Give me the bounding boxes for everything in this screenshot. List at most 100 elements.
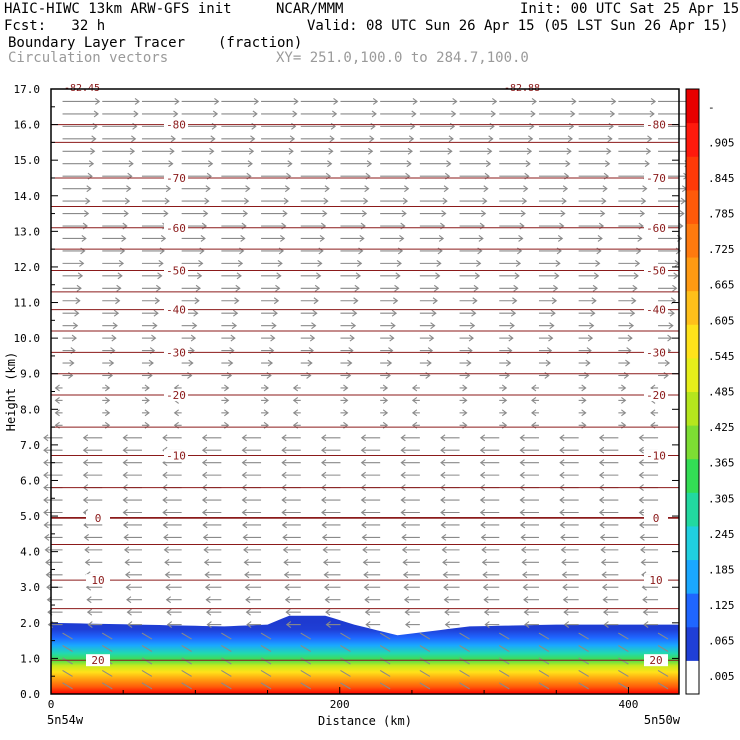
- contour-label: -60: [646, 222, 666, 235]
- contour-label: -10: [646, 450, 666, 463]
- circulation-vector-head: [680, 197, 686, 205]
- x-end-label-left: 5n54w: [47, 713, 84, 727]
- circulation-vector-head: [283, 571, 290, 579]
- circulation-vector-head: [523, 596, 529, 604]
- contour-label-bg: [164, 303, 188, 316]
- circulation-vector-head: [625, 359, 631, 367]
- circulation-vector-head: [482, 583, 489, 591]
- circulation-vector-head: [444, 621, 450, 629]
- circulation-vector-head: [411, 396, 418, 404]
- circulation-vector-head: [276, 272, 282, 280]
- circulation-vector-head: [317, 259, 323, 267]
- circulation-vector-head: [519, 446, 525, 454]
- circulation-vector-head: [601, 197, 607, 205]
- circulation-vector-head: [441, 210, 447, 217]
- circulation-vector-head: [192, 322, 198, 330]
- circulation-vector-head: [443, 596, 449, 604]
- circulation-vector-head: [234, 297, 240, 305]
- circulation-vector-head: [321, 471, 327, 479]
- contour-label: -40: [646, 304, 666, 317]
- colorbar-label: .425: [708, 421, 735, 434]
- circulation-vector-head: [468, 334, 474, 342]
- circulation-vector: [459, 632, 470, 640]
- circulation-vector-head: [639, 533, 645, 541]
- circulation-vector-head: [389, 334, 395, 342]
- circulation-vector-head: [360, 446, 366, 454]
- circulation-vector-head: [214, 98, 220, 105]
- plot-area: [51, 89, 679, 694]
- circulation-vector-head: [75, 297, 81, 305]
- contour-label-bg: [164, 346, 188, 359]
- circulation-vector-head: [43, 521, 49, 529]
- circulation-vector-head: [600, 546, 606, 554]
- circulation-vector-head: [637, 235, 643, 242]
- circulation-vector-head: [277, 259, 283, 267]
- circulation-vector-head: [232, 309, 239, 317]
- circulation-vector-head: [350, 322, 357, 330]
- circulation-vector-head: [479, 509, 486, 516]
- circulation-vector-head: [195, 284, 201, 292]
- circulation-vector-head: [43, 434, 49, 442]
- circulation-vector-head: [485, 160, 492, 168]
- circulation-vector-head: [244, 583, 250, 591]
- circulation-vector-head: [321, 509, 327, 516]
- circulation-vector-head: [122, 509, 128, 516]
- circulation-vector-head: [144, 384, 150, 392]
- circulation-vector-head: [598, 471, 605, 479]
- circulation-vector-head: [165, 185, 172, 193]
- circulation-vector-head: [510, 309, 517, 317]
- circulation-vector-head: [390, 322, 396, 330]
- circulation-vector-head: [82, 471, 89, 479]
- circulation-vector-head: [71, 334, 77, 342]
- circulation-vector-head: [650, 409, 656, 417]
- circulation-vector-head: [562, 596, 569, 604]
- circulation-vector-head: [519, 521, 526, 529]
- y-tick-label: 15.0: [14, 154, 41, 167]
- circulation-vector-head: [280, 235, 286, 242]
- circulation-vector-head: [281, 446, 287, 454]
- circulation-vector-head: [531, 396, 537, 404]
- colorbar-label: -: [708, 101, 715, 114]
- circulation-vector-head: [282, 546, 289, 554]
- circulation-vector-head: [129, 147, 136, 155]
- circulation-vector: [260, 632, 272, 640]
- circulation-vector-head: [561, 558, 567, 566]
- circulation-vector: [459, 645, 470, 652]
- circulation-vector-head: [128, 160, 134, 168]
- circulation-vector-head: [43, 496, 49, 504]
- colorbar-label: .245: [708, 528, 735, 541]
- circulation-vector-head: [593, 272, 600, 280]
- circulation-vector-head: [343, 384, 349, 392]
- contour-label: 20: [649, 654, 662, 667]
- circulation-vector: [379, 645, 391, 652]
- circulation-vector-head: [440, 446, 446, 454]
- circulation-vector-head: [408, 135, 415, 143]
- circulation-vector-head: [312, 309, 318, 317]
- circulation-vector-head: [224, 409, 230, 417]
- circulation-vector-head: [242, 210, 249, 217]
- circulation-vector-head: [400, 521, 407, 529]
- circulation-vector: [101, 645, 113, 652]
- circulation-vector-head: [243, 558, 249, 566]
- circulation-vector-head: [194, 297, 200, 305]
- circulation-vector-head: [212, 110, 219, 118]
- circulation-vector-head: [394, 284, 400, 292]
- circulation-vector-head: [520, 533, 526, 541]
- colorbar-segment: [686, 559, 699, 594]
- circulation-vector-head: [311, 322, 317, 330]
- contour-label: 10: [649, 574, 662, 587]
- circulation-vector-head: [104, 396, 111, 404]
- colorbar-segment: [686, 290, 699, 325]
- circulation-vector-head: [331, 110, 338, 118]
- y-tick-label: 10.0: [14, 332, 41, 345]
- circulation-vector: [340, 632, 351, 640]
- circulation-vector-head: [433, 284, 440, 292]
- circulation-vector: [221, 682, 232, 690]
- y-tick-label: 4.0: [20, 546, 40, 559]
- circulation-vector-head: [483, 608, 490, 616]
- circulation-vector-head: [668, 322, 674, 330]
- circulation-vector-head: [282, 210, 288, 217]
- circulation-vector-head: [121, 235, 127, 242]
- circulation-vector-head: [153, 309, 159, 317]
- circulation-vector: [300, 657, 312, 665]
